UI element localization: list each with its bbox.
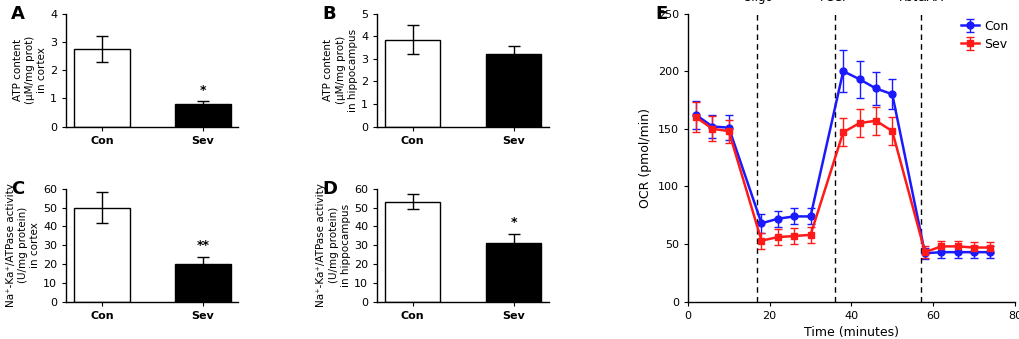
Bar [384, 40, 440, 126]
Bar [384, 202, 440, 302]
Bar [175, 264, 230, 302]
Text: Oligo: Oligo [742, 0, 772, 4]
Bar [74, 207, 129, 302]
Y-axis label: ATP content
(μM/mg prot)
in cortex: ATP content (μM/mg prot) in cortex [12, 36, 47, 104]
Y-axis label: ATP content
(μM/mg prot)
in hippocampus: ATP content (μM/mg prot) in hippocampus [323, 28, 358, 112]
Text: C: C [11, 180, 24, 198]
Text: *: * [200, 84, 206, 97]
Y-axis label: OCR (pmol/min): OCR (pmol/min) [639, 108, 651, 207]
Text: D: D [322, 180, 336, 198]
Bar [74, 49, 129, 126]
Legend: Con, Sev: Con, Sev [960, 20, 1008, 51]
Bar [175, 104, 230, 126]
Y-axis label: Na⁺-Ka⁺/ATPase activity
(U/mg protein)
in hippocampus: Na⁺-Ka⁺/ATPase activity (U/mg protein) i… [316, 183, 351, 307]
X-axis label: Time (minutes): Time (minutes) [803, 326, 898, 339]
Text: *: * [510, 216, 517, 230]
Text: B: B [322, 4, 335, 22]
Y-axis label: Na⁺-Ka⁺/ATPase activity
(U/mg protein)
in cortex: Na⁺-Ka⁺/ATPase activity (U/mg protein) i… [5, 183, 41, 307]
Text: Rot&AA: Rot&AA [898, 0, 943, 4]
Bar [485, 54, 541, 126]
Text: E: E [654, 5, 666, 23]
Text: FCCP: FCCP [819, 0, 849, 4]
Text: **: ** [196, 239, 209, 252]
Bar [485, 243, 541, 302]
Text: A: A [11, 4, 25, 22]
